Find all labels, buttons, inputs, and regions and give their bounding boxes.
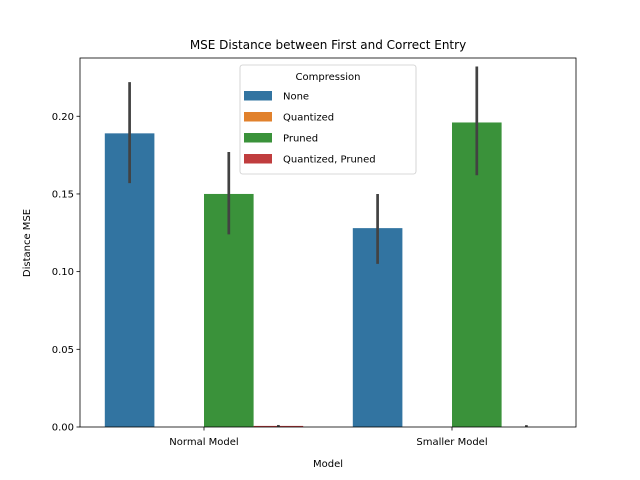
y-tick-label: 0.05 <box>52 345 74 356</box>
axes: 0.00 0.05 0.10 0.15 0.20 Normal Model Smaller … <box>52 57 577 448</box>
y-tick-label: 0.20 <box>52 112 74 123</box>
axes-frame <box>79 57 577 428</box>
y-tick-label: 0.10 <box>52 267 74 278</box>
x-tick-label: Normal Model <box>169 437 238 448</box>
legend-swatch <box>244 154 272 164</box>
x-tick-label: Smaller Model <box>416 437 487 448</box>
legend-title: Compression <box>296 72 361 83</box>
x-axis-title: Model <box>313 459 343 470</box>
y-tick-label: 0.00 <box>52 423 74 434</box>
legend-swatch <box>244 133 272 143</box>
legend-box <box>239 64 417 175</box>
legend-entry: None <box>283 92 309 103</box>
legend-swatch <box>244 91 272 101</box>
legend-swatch <box>244 112 272 122</box>
legend-entry: Quantized, Pruned <box>283 155 376 166</box>
plot-area <box>104 66 528 427</box>
y-axis-title: Distance MSE <box>22 209 33 277</box>
legend-entry: Pruned <box>283 134 318 145</box>
legend-entry: Quantized <box>283 113 334 124</box>
legend: Compression None Quantized Pruned Quantized,… <box>239 64 417 175</box>
chart-title: MSE Distance between First and Correct E… <box>190 38 466 52</box>
y-tick-label: 0.15 <box>52 189 74 200</box>
